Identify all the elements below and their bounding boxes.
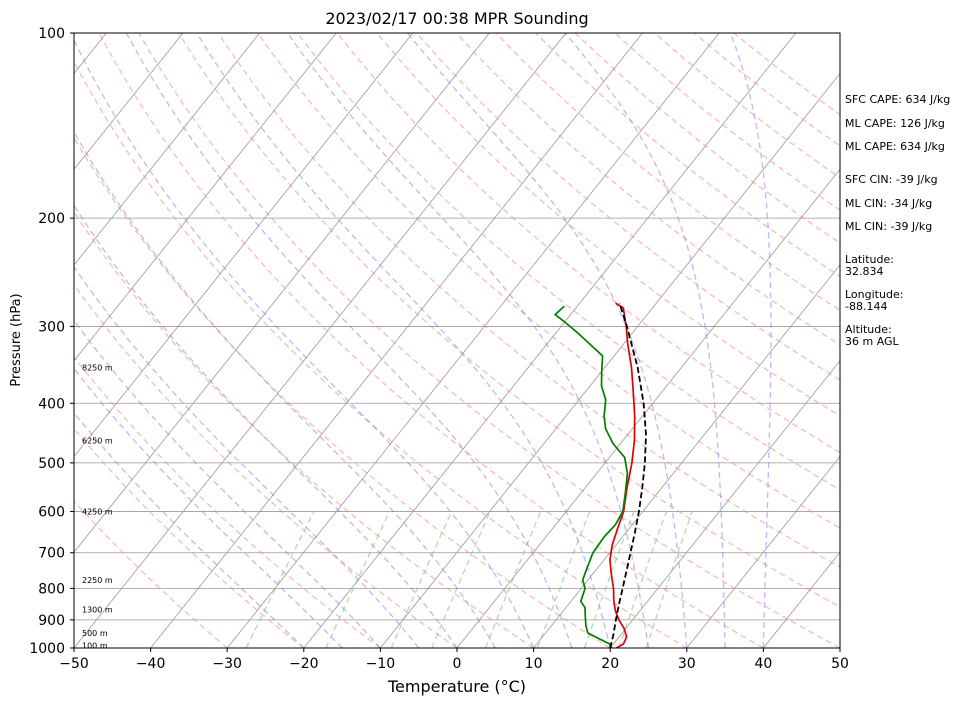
dry-adiabat-line — [376, 33, 840, 417]
moist-adiabat-line — [729, 33, 772, 648]
isotherm-line — [74, 33, 260, 266]
mixing-ratio-line — [390, 511, 453, 648]
sfc-cin-text: SFC CIN: -39 J/kg — [845, 173, 938, 186]
dry-adiabat-line — [336, 33, 840, 454]
height-label: 500 m — [82, 629, 108, 638]
mixing-ratio-line — [484, 511, 542, 648]
dry-adiabat-line — [74, 355, 381, 648]
chart-title: 2023/02/17 00:38 MPR Sounding — [325, 9, 588, 28]
moist-adiabat-line — [74, 411, 305, 648]
dry-adiabat-line — [74, 500, 228, 648]
y-tick-label: 700 — [38, 546, 65, 562]
dry-adiabat-line — [416, 33, 840, 381]
moist-adiabat-line — [74, 130, 496, 648]
ml-cape-text-2: ML CAPE: 634 J/kg — [845, 140, 945, 153]
y-tick-label: 600 — [38, 505, 65, 521]
isotherm-line — [456, 168, 840, 648]
longitude-text: Longitude: -88.144 — [845, 288, 904, 313]
x-tick-label: 0 — [453, 656, 462, 672]
height-labels: 100 m 500 m 1300 m 2250 m 4250 m 6250 m 8250 m — [82, 364, 113, 651]
x-tick-label: −40 — [136, 656, 166, 672]
y-axis-label: Pressure (hPa) — [9, 293, 24, 386]
x-tick-label: 50 — [831, 656, 849, 672]
isotherm-line — [74, 33, 184, 170]
dry-adiabat-line — [74, 60, 688, 648]
ml-cape-text-1: ML CAPE: 126 J/kg — [845, 117, 945, 130]
isotherm-line — [74, 33, 414, 458]
x-tick-label: 30 — [678, 656, 696, 672]
x-tick-label: 40 — [754, 656, 772, 672]
isotherm-line — [303, 33, 797, 648]
profile-lines — [553, 302, 647, 648]
y-tick-label: 200 — [38, 211, 65, 227]
isotherm-line — [609, 360, 840, 648]
y-tick-label: 500 — [38, 456, 65, 472]
mixing-ratio-line — [431, 511, 491, 648]
mixing-ratio-line — [583, 511, 635, 648]
x-tick-label: −10 — [366, 656, 396, 672]
dry-adiabat-line — [177, 33, 840, 608]
y-tick-label: 300 — [38, 319, 65, 335]
moist-adiabat-line — [196, 33, 611, 648]
height-label: 8250 m — [82, 364, 113, 373]
latitude-text: Latitude: 32.834 — [845, 253, 894, 278]
moist-adiabat-line — [564, 33, 726, 648]
y-tick-label: 400 — [38, 396, 65, 412]
height-label: 100 m — [82, 641, 108, 650]
background-lines — [74, 33, 840, 648]
mixing-ratio-line — [645, 511, 693, 648]
sfc-cape-text: SFC CAPE: 634 J/kg — [845, 93, 951, 106]
isotherm-line — [74, 33, 567, 648]
ml-cin-text-1: ML CIN: -34 J/kg — [845, 197, 933, 210]
height-label: 4250 m — [82, 508, 113, 517]
y-tick-label: 100 — [38, 26, 65, 42]
parcel-path-line — [609, 302, 647, 648]
x-ticks: −50 −40 −30 −20 −10 0 10 20 30 40 50 — [59, 648, 849, 672]
moist-adiabat-line — [74, 204, 458, 648]
isotherm-line — [74, 33, 337, 362]
x-tick-label: −20 — [289, 656, 319, 672]
x-tick-label: −50 — [59, 656, 89, 672]
dewpoint-profile-line — [553, 305, 629, 648]
moist-adiabat-line — [74, 319, 381, 648]
isotherm-line — [380, 72, 840, 648]
height-label: 6250 m — [82, 437, 113, 446]
moist-adiabat-line — [74, 265, 420, 648]
moist-adiabat-line — [286, 33, 650, 648]
dry-adiabat-line — [74, 283, 458, 648]
isotherm-line — [226, 33, 720, 648]
dry-adiabat-line — [74, 210, 534, 648]
moist-adiabat-line — [406, 33, 688, 648]
mixing-ratio-line — [618, 511, 668, 648]
mixing-ratio-line — [245, 511, 315, 648]
mixing-ratio-line — [536, 511, 591, 648]
dry-adiabat-line — [74, 136, 611, 648]
isotherm-line — [74, 33, 490, 553]
altitude-text: Altitude: 36 m AGL — [845, 323, 899, 348]
y-tick-label: 900 — [38, 613, 65, 629]
height-label: 1300 m — [82, 605, 113, 614]
plot-frame — [73, 32, 841, 649]
dry-adiabat-line — [138, 33, 840, 648]
y-tick-label: 1000 — [29, 641, 65, 657]
moist-adiabat-line — [74, 367, 343, 648]
y-tick-label: 800 — [38, 581, 65, 597]
dry-adiabat-line — [98, 33, 764, 648]
x-tick-label: 20 — [601, 656, 619, 672]
y-ticks: 100 200 300 400 500 600 700 800 900 1000 — [29, 26, 74, 657]
moist-adiabat-line — [74, 38, 535, 648]
x-tick-label: 10 — [525, 656, 543, 672]
isotherm-line — [150, 33, 643, 648]
height-label: 2250 m — [82, 576, 113, 585]
dry-adiabat-line — [455, 33, 840, 346]
moist-adiabat-line — [125, 33, 573, 648]
ml-cin-text-2: ML CIN: -39 J/kg — [845, 220, 933, 233]
x-tick-label: −30 — [212, 656, 242, 672]
temperature-profile-line — [609, 302, 636, 648]
isotherm-line — [686, 455, 840, 648]
mixing-ratio-line — [325, 511, 391, 648]
isotherm-line — [533, 264, 840, 648]
x-axis-label: Temperature (°C) — [387, 677, 526, 696]
